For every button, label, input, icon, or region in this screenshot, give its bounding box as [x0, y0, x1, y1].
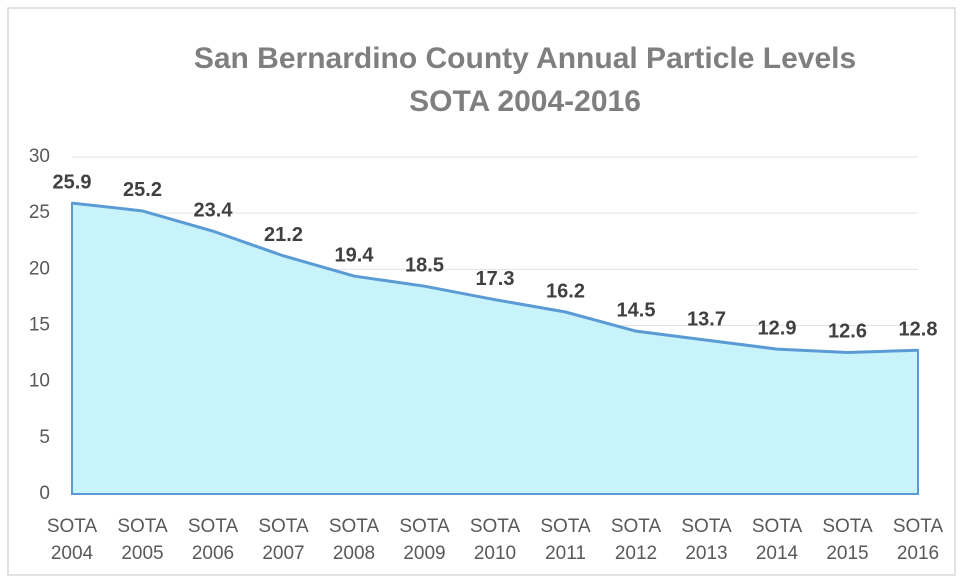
data-label: 25.2	[123, 179, 162, 201]
chart-subtitle: SOTA 2004-2016	[409, 85, 641, 118]
y-tick-label: 0	[39, 483, 50, 504]
data-label: 25.9	[53, 171, 92, 193]
y-tick-label: 20	[29, 258, 50, 279]
y-tick-label: 25	[29, 202, 50, 223]
x-tick-label: SOTA 2013	[681, 516, 732, 564]
y-tick-label: 30	[29, 146, 50, 167]
x-tick-label: SOTA 2014	[752, 516, 803, 564]
data-label: 17.3	[476, 268, 515, 290]
x-tick-label: SOTA 2011	[540, 516, 591, 564]
data-label: 12.6	[828, 321, 867, 343]
data-label: 12.9	[758, 317, 797, 339]
data-label: 21.2	[264, 224, 303, 246]
x-tick-label: SOTA 2004	[47, 516, 98, 564]
data-label: 18.5	[405, 254, 444, 276]
x-tick-label: SOTA 2005	[117, 516, 168, 564]
data-label: 14.5	[617, 299, 656, 321]
x-tick-label: SOTA 2016	[893, 516, 944, 564]
y-tick-label: 5	[39, 427, 50, 448]
data-label: 12.8	[899, 318, 938, 340]
data-label: 19.4	[335, 244, 375, 266]
x-tick-label: SOTA 2007	[258, 516, 309, 564]
x-tick-label: SOTA 2008	[329, 516, 380, 564]
x-tick-label: SOTA 2006	[188, 516, 239, 564]
chart-title: San Bernardino County Annual Particle Le…	[194, 42, 856, 75]
data-label: 16.2	[546, 280, 585, 302]
y-tick-label: 10	[29, 371, 50, 392]
x-tick-label: SOTA 2009	[399, 516, 450, 564]
data-label: 23.4	[194, 199, 234, 221]
y-tick-label: 15	[29, 315, 50, 336]
area-line	[71, 201, 919, 354]
x-tick-label: SOTA 2015	[822, 516, 873, 564]
x-tick-label: SOTA 2010	[470, 516, 521, 564]
x-tick-label: SOTA 2012	[611, 516, 662, 564]
data-label: 13.7	[687, 308, 726, 330]
